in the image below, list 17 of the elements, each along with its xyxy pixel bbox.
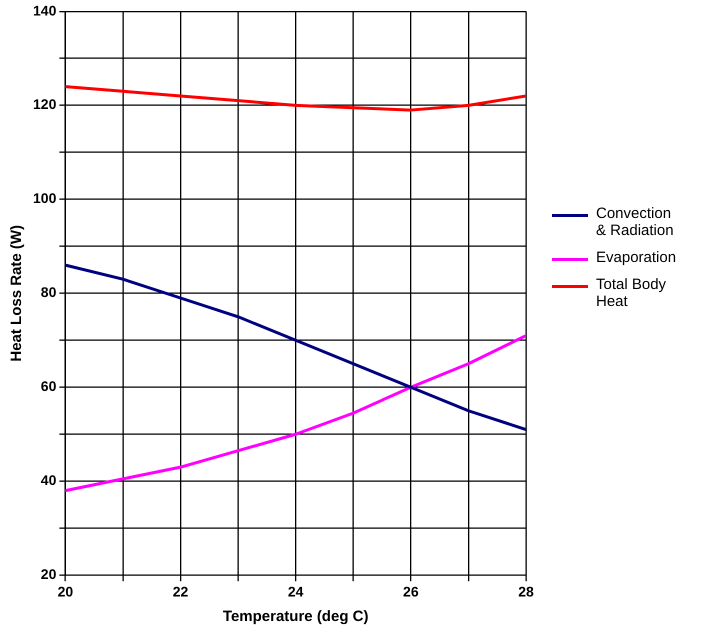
y-tick-label: 20 <box>40 566 57 582</box>
y-tick-label: 80 <box>40 284 57 300</box>
legend-label: Convection & Radiation <box>596 205 674 239</box>
x-tick-label: 26 <box>403 583 419 600</box>
y-axis-title: Heat Loss Rate (W) <box>8 224 26 362</box>
x-tick-label: 28 <box>518 583 534 600</box>
legend-label: Total Body Heat <box>596 276 668 310</box>
y-tick-label: 60 <box>40 378 57 394</box>
x-tick-label: 20 <box>58 583 74 600</box>
y-tick-label: 100 <box>33 190 57 206</box>
x-tick-label: 24 <box>288 583 304 600</box>
x-axis-title: Temperature (deg C) <box>222 608 368 626</box>
legend-label: Evaporation <box>596 249 676 266</box>
y-tick-label: 120 <box>33 96 57 112</box>
y-tick-label: 140 <box>33 2 57 18</box>
x-tick-label: 22 <box>172 583 189 600</box>
y-tick-label: 40 <box>40 472 57 488</box>
